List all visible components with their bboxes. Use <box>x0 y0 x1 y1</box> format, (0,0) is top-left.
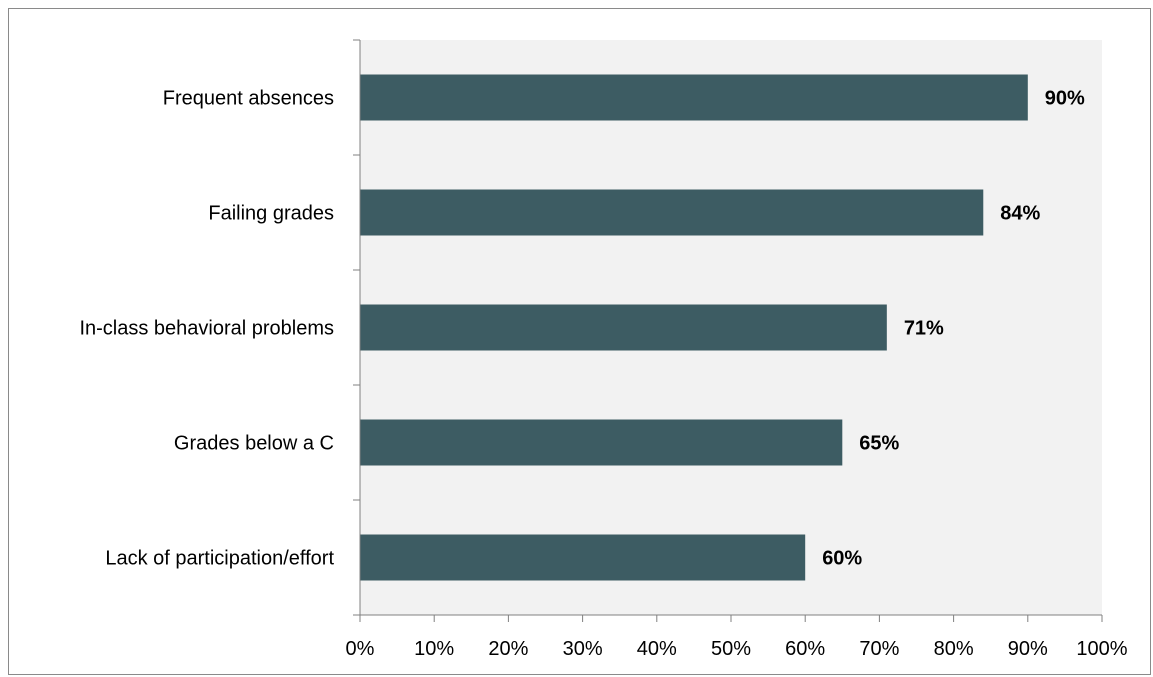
category-label: Grades below a C <box>174 433 334 455</box>
data-label: 84% <box>1000 203 1040 225</box>
x-tick-label: 0% <box>346 638 375 660</box>
x-tick-label: 50% <box>711 638 751 660</box>
x-tick-label: 60% <box>785 638 825 660</box>
category-label: Failing grades <box>208 203 334 225</box>
bar-3 <box>360 304 887 351</box>
x-tick-label: 100% <box>1076 638 1127 660</box>
x-tick-label: 40% <box>637 638 677 660</box>
bar-2 <box>360 189 984 236</box>
x-tick-label: 80% <box>934 638 974 660</box>
data-label: 65% <box>859 433 899 455</box>
x-tick-label: 30% <box>563 638 603 660</box>
data-label: 71% <box>904 318 944 340</box>
x-tick-label: 70% <box>859 638 899 660</box>
category-label: Frequent absences <box>163 88 334 110</box>
data-label: 60% <box>822 548 862 570</box>
x-tick-label: 20% <box>488 638 528 660</box>
category-label: Lack of participation/effort <box>105 548 334 570</box>
category-label: In-class behavioral problems <box>79 318 334 340</box>
bar-4 <box>360 419 843 466</box>
bar-5 <box>360 534 806 581</box>
data-label: 90% <box>1045 88 1085 110</box>
bar-1 <box>360 74 1028 121</box>
x-tick-label: 90% <box>1008 638 1048 660</box>
x-tick-label: 10% <box>414 638 454 660</box>
